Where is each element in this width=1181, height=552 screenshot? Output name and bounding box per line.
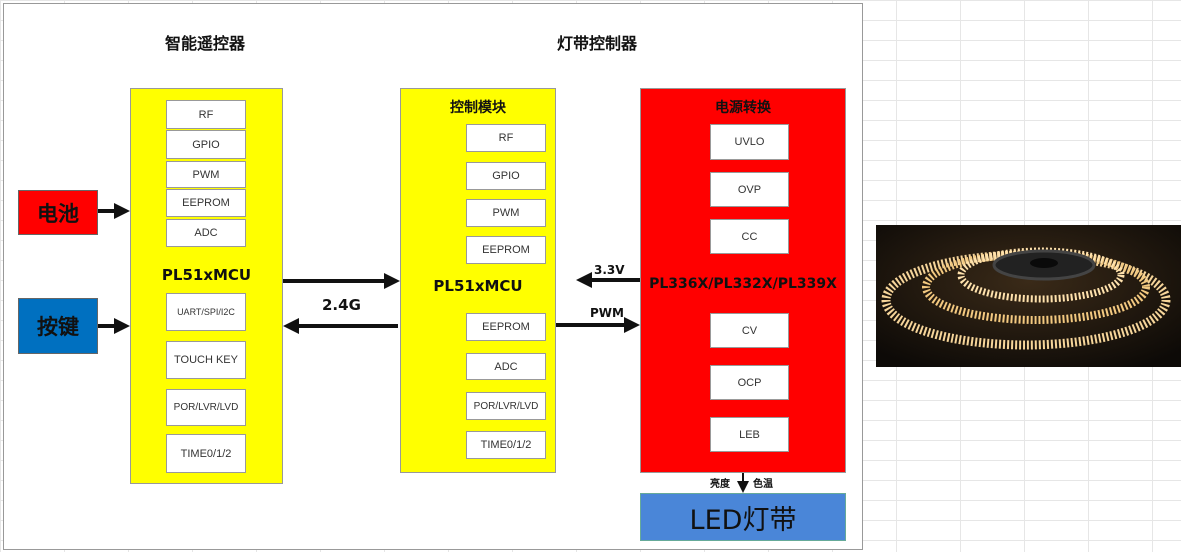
led-strip-photo — [876, 225, 1181, 367]
remote-title: 智能遥控器 — [164, 34, 245, 53]
module-uart: UART/SPI/I2C — [166, 293, 246, 331]
remote-mcu-label: PL51xMCU — [161, 266, 252, 284]
control-title: 控制模块 — [450, 100, 506, 116]
module-eeprom: EEPROM — [466, 236, 546, 264]
module-ocp: OCP — [710, 365, 789, 400]
label-brightness: 亮度 — [710, 479, 730, 490]
module-uvlo: UVLO — [710, 124, 789, 160]
module-rf: RF — [166, 100, 246, 129]
module-touch-key: TOUCH KEY — [166, 341, 246, 379]
module-pwm: PWM — [166, 161, 246, 188]
label-pwm: PWM — [590, 306, 624, 320]
module-pwm: PWM — [466, 199, 546, 227]
label-color-temp: 色温 — [753, 479, 773, 490]
link-label: 2.4G — [322, 296, 361, 314]
control-mcu-label: PL51xMCU — [433, 277, 523, 295]
power-chip-label: PL336X/PL332X/PL339X — [649, 276, 837, 292]
module-gpio: GPIO — [466, 162, 546, 190]
module-adc: ADC — [466, 353, 546, 380]
module-cc: CC — [710, 219, 789, 254]
module-leb: LEB — [710, 417, 789, 452]
module-por: POR/LVR/LVD — [466, 392, 546, 420]
module-rf: RF — [466, 124, 546, 152]
module-eeprom: EEPROM — [166, 189, 246, 217]
module-gpio: GPIO — [166, 130, 246, 159]
module-timer: TIME0/1/2 — [166, 434, 246, 473]
power-title: 电源转换 — [715, 100, 771, 116]
module-por: POR/LVR/LVD — [166, 389, 246, 426]
battery-block: 电池 — [18, 190, 98, 235]
keys-block: 按键 — [18, 298, 98, 354]
module-cv: CV — [710, 313, 789, 348]
label-3v3: 3.3V — [594, 263, 625, 277]
module-timer: TIME0/1/2 — [466, 431, 546, 459]
led-strip-block: LED灯带 — [640, 493, 846, 541]
module-adc: ADC — [166, 219, 246, 247]
module-eeprom: EEPROM — [466, 313, 546, 341]
module-ovp: OVP — [710, 172, 789, 207]
controller-title: 灯带控制器 — [556, 34, 637, 53]
